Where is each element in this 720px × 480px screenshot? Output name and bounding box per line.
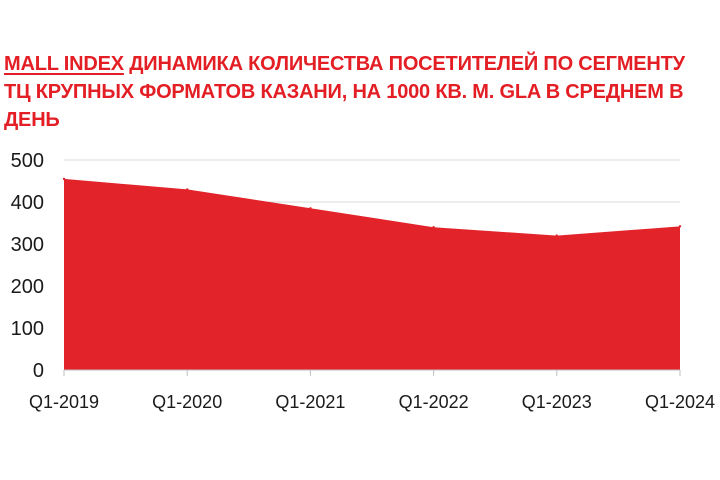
x-tick-label-Q1-2023: Q1-2023 [522,392,592,412]
data-point-Q1-2020 [186,188,189,191]
data-point-Q1-2023 [555,234,558,237]
x-tick-label-Q1-2024: Q1-2024 [645,392,715,412]
data-point-Q1-2021 [309,207,312,210]
title-text: ДИНАМИКА КОЛИЧЕСТВА ПОСЕТИТЕЛЕЙ ПО СЕГМЕ… [4,53,685,131]
data-point-Q1-2022 [432,226,435,229]
y-tick-label-500: 500 [11,150,44,172]
x-tick-label-Q1-2021: Q1-2021 [275,392,345,412]
area-series [64,178,680,370]
chart-title: MALL INDEX ДИНАМИКА КОЛИЧЕСТВА ПОСЕТИТЕЛ… [4,50,704,134]
y-tick-label-300: 300 [11,234,44,256]
y-tick-label-400: 400 [11,192,44,214]
y-tick-label-200: 200 [11,276,44,298]
data-point-Q1-2019 [62,177,66,181]
x-tick-label-Q1-2019: Q1-2019 [29,392,99,412]
y-tick-label-100: 100 [11,318,44,340]
y-tick-label-0: 0 [33,360,44,382]
data-point-Q1-2024 [678,225,682,228]
brand-name: MALL INDEX [4,53,124,75]
x-tick-label-Q1-2022: Q1-2022 [399,392,469,412]
x-tick-label-Q1-2020: Q1-2020 [152,392,222,412]
